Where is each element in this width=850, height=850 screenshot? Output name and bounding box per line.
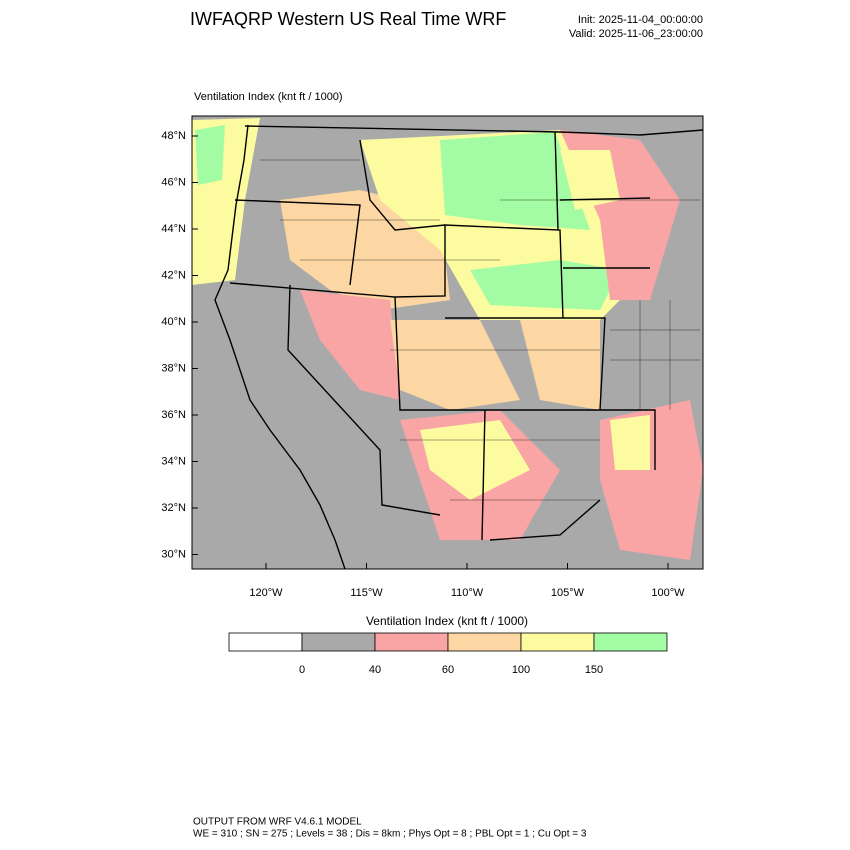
init-time: Init: 2025-11-04_00:00:00 (578, 14, 703, 26)
colorbar-label: 60 (442, 664, 454, 676)
lon-label: 120°W (249, 587, 283, 599)
lat-label: 30°N (161, 548, 186, 560)
colorbar-box (301, 632, 376, 652)
map-frame (191, 115, 704, 570)
state-borders (214, 124, 703, 569)
colorbar-label: 40 (369, 664, 381, 676)
colorbar-title: Ventilation Index (knt ft / 1000) (366, 614, 528, 628)
lat-label: 46°N (161, 176, 186, 188)
footer-line: WE = 310 ; SN = 275 ; Levels = 38 ; Dis … (193, 829, 587, 840)
lat-label: 36°N (161, 409, 186, 421)
map-label: Ventilation Index (knt ft / 1000) (194, 91, 343, 103)
colorbar-label: 100 (512, 664, 530, 676)
title: IWFAQRP Western US Real Time WRF (190, 9, 506, 29)
lon-label: 110°W (451, 587, 484, 599)
lat-label: 48°N (161, 130, 186, 142)
colorbar-box (447, 632, 522, 652)
county-lines (260, 159, 700, 501)
lat-label: 34°N (161, 455, 186, 467)
lat-label: 38°N (161, 362, 186, 374)
valid-time: Valid: 2025-11-06_23:00:00 (569, 28, 703, 40)
lon-label: 105°W (551, 587, 585, 599)
map-field (192, 116, 703, 569)
footer-line: OUTPUT FROM WRF V4.6.1 MODEL (193, 817, 362, 828)
colorbar-box (593, 632, 668, 652)
lon-label: 100°W (651, 587, 685, 599)
lat-label: 40°N (161, 316, 186, 328)
lat-label: 44°N (161, 223, 186, 235)
lat-label: 42°N (161, 269, 186, 281)
colorbar-label: 0 (299, 664, 305, 676)
colorbar-box (520, 632, 595, 652)
lon-label: 115°W (350, 587, 383, 599)
colorbar-label: 150 (585, 664, 603, 676)
lat-label: 32°N (161, 502, 186, 514)
colorbar-box (228, 632, 303, 652)
colorbar-box (374, 632, 449, 652)
